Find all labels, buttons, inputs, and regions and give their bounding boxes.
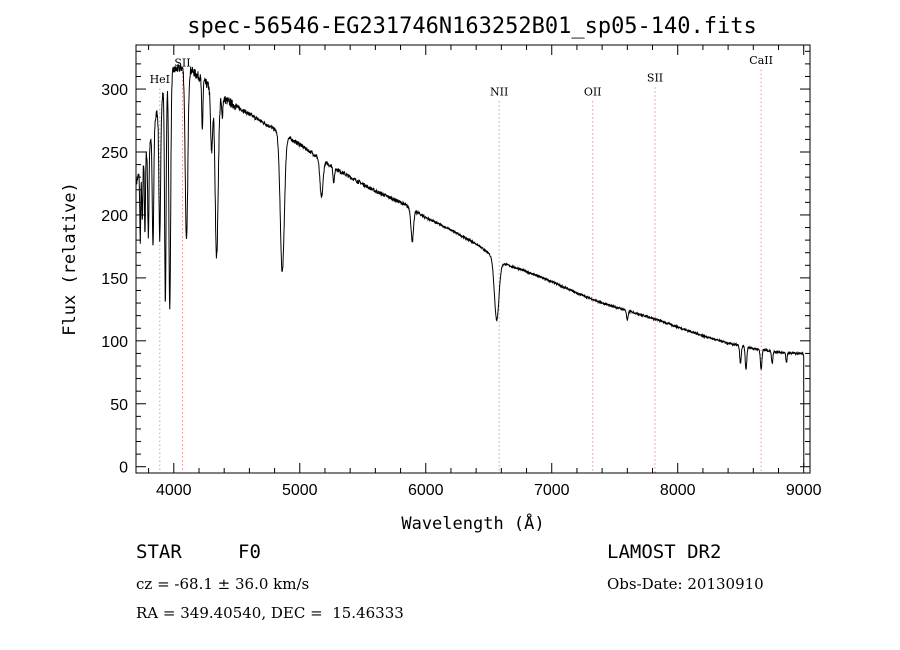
y-tick-label: 250 (101, 145, 128, 162)
object-class: STAR (136, 541, 182, 563)
y-tick-label: 300 (101, 82, 128, 99)
redshift-value: cz = -68.1 ± 36.0 km/s (136, 575, 310, 593)
x-axis-label: Wavelength (Å) (401, 512, 544, 534)
object-subclass: F0 (238, 541, 261, 563)
y-tick-label: 150 (101, 271, 128, 288)
x-tick-label: 4000 (156, 482, 192, 499)
x-tick-label: 9000 (786, 482, 822, 499)
y-axis-ticks: 0 50 100 150 200 250 300 (101, 50, 810, 477)
plot-frame (135, 44, 811, 474)
y-axis-label: Flux (relative) (60, 182, 80, 336)
marker-label: CaII (749, 54, 773, 67)
x-tick-label: 6000 (408, 482, 444, 499)
marker-label: NII (490, 85, 508, 98)
y-tick-label: 50 (110, 397, 128, 414)
x-axis-ticks: 4000 5000 6000 7000 8000 9000 (148, 45, 822, 499)
sky-coordinates: RA = 349.40540, DEC = 15.46333 (136, 604, 404, 622)
spectrum-series (135, 63, 805, 467)
x-tick-label: 7000 (534, 482, 570, 499)
flux-line (135, 63, 805, 467)
y-tick-label: 200 (101, 208, 128, 225)
marker-label: HeI (150, 73, 170, 86)
x-tick-label: 8000 (660, 482, 696, 499)
marker-label: OII (584, 85, 602, 98)
y-tick-label: 0 (119, 460, 128, 477)
x-tick-label: 5000 (282, 482, 318, 499)
survey-name: LAMOST DR2 (607, 541, 722, 563)
observation-date: Obs-Date: 20130910 (607, 575, 764, 593)
marker-label: SII (647, 72, 663, 85)
y-tick-label: 100 (101, 334, 128, 351)
chart-title: spec-56546-EG231746N163252B01_sp05-140.f… (187, 14, 757, 39)
